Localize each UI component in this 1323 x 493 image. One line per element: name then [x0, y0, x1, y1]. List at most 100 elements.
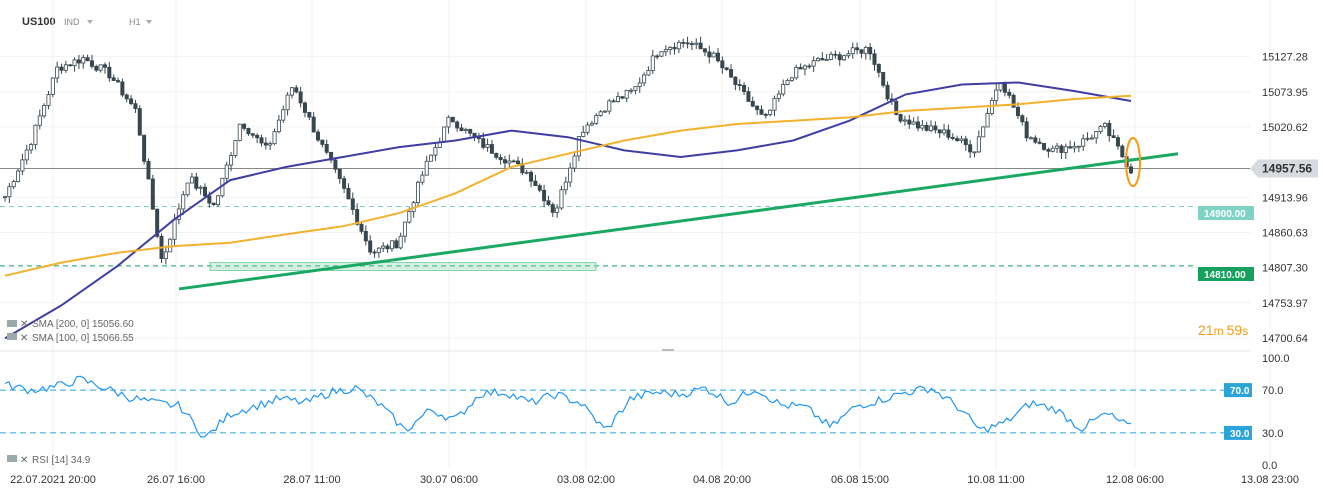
candle	[163, 251, 168, 260]
candle	[285, 94, 290, 111]
candle	[294, 87, 299, 93]
candle	[189, 176, 194, 184]
candle	[698, 42, 703, 50]
rsi-close-icon[interactable]: ✕	[20, 455, 28, 466]
candle	[637, 82, 642, 88]
rsi-tick-label: 30.0	[1262, 428, 1283, 440]
pane-resize-handle[interactable]	[662, 349, 674, 351]
candle	[855, 47, 860, 51]
candle	[985, 113, 990, 128]
candle	[824, 59, 829, 61]
candle	[902, 119, 907, 122]
price-tick-label: 15020.62	[1262, 122, 1308, 134]
candle	[772, 97, 777, 111]
candle	[885, 84, 890, 100]
candle	[416, 181, 421, 203]
candle	[59, 66, 64, 71]
candle	[389, 240, 394, 250]
candle	[516, 160, 521, 164]
candle	[476, 137, 481, 140]
candle	[342, 178, 347, 189]
candle	[750, 101, 755, 107]
candle	[1042, 143, 1047, 150]
candle	[1098, 126, 1103, 132]
candle	[659, 51, 664, 57]
candle	[981, 126, 986, 138]
candle	[42, 105, 47, 117]
candle	[255, 134, 260, 139]
candle	[972, 151, 977, 154]
candle	[576, 136, 581, 157]
time-axis: 22.07.2021 20:00 26.07 16:00 28.07 11:00 30…	[10, 474, 1299, 486]
candle	[298, 91, 303, 104]
candle	[607, 100, 612, 112]
candle	[224, 164, 229, 179]
candle	[1111, 135, 1116, 139]
support-zone[interactable]	[209, 262, 597, 271]
time-grid	[52, 0, 1271, 470]
candle	[863, 46, 868, 54]
candle	[289, 87, 294, 96]
candle	[359, 223, 364, 232]
candle	[833, 53, 838, 56]
candle	[650, 55, 655, 71]
sma200-eye-icon[interactable]	[7, 320, 17, 327]
candle	[546, 200, 551, 206]
candle	[524, 171, 529, 174]
candle	[1068, 146, 1073, 149]
timeframe-dropdown-icon[interactable]	[146, 20, 152, 24]
sma200-close-icon[interactable]: ✕	[20, 319, 28, 330]
candle	[929, 125, 934, 131]
sma100-line	[4, 94, 1132, 277]
candle	[611, 100, 616, 103]
candle	[102, 64, 107, 68]
time-tick-label: 22.07.2021 20:00	[10, 474, 96, 486]
candle	[642, 74, 647, 84]
candle	[955, 138, 960, 142]
candle	[29, 144, 34, 151]
candle	[681, 42, 686, 44]
candle	[129, 98, 134, 105]
timeframe-label[interactable]: H1	[129, 17, 141, 27]
candle	[429, 154, 434, 162]
candle	[142, 134, 147, 162]
instrument-dropdown-icon[interactable]	[87, 20, 93, 24]
candle	[320, 139, 325, 145]
candle	[272, 131, 277, 145]
time-tick-label: 28.07 11:00	[283, 474, 340, 486]
sma100-close-icon[interactable]: ✕	[20, 333, 28, 344]
candle	[33, 124, 38, 146]
candle	[489, 144, 494, 154]
candle	[94, 65, 99, 71]
time-tick-label: 10.08 11:00	[967, 474, 1024, 486]
candle	[737, 84, 742, 86]
candle	[442, 126, 447, 143]
candle	[246, 128, 251, 135]
candle	[229, 155, 234, 166]
candle	[694, 42, 699, 45]
sma100-eye-icon[interactable]	[7, 333, 17, 340]
rsi-legend-group: ✕ RSI [14] 34.9	[7, 455, 91, 466]
candle	[585, 124, 590, 133]
time-tick-label: 13.08 23:00	[1241, 474, 1299, 486]
trendline[interactable]	[178, 152, 1179, 291]
rsi-eye-icon[interactable]	[7, 455, 17, 462]
candle	[63, 64, 68, 71]
candle	[446, 116, 451, 128]
rsi-tick-label: 70.0	[1262, 385, 1283, 397]
level-label-14810: 14810.00	[1204, 270, 1246, 281]
candle	[572, 155, 577, 169]
candle	[1037, 141, 1042, 144]
candle	[872, 53, 877, 65]
symbol-label[interactable]: US100	[22, 16, 56, 28]
candle	[711, 52, 716, 58]
candle	[794, 66, 799, 79]
candle	[729, 69, 734, 78]
candle	[16, 170, 21, 182]
candle	[402, 221, 407, 237]
candle	[620, 96, 625, 99]
candle	[424, 160, 429, 176]
candle	[676, 42, 681, 50]
candle	[24, 149, 29, 161]
